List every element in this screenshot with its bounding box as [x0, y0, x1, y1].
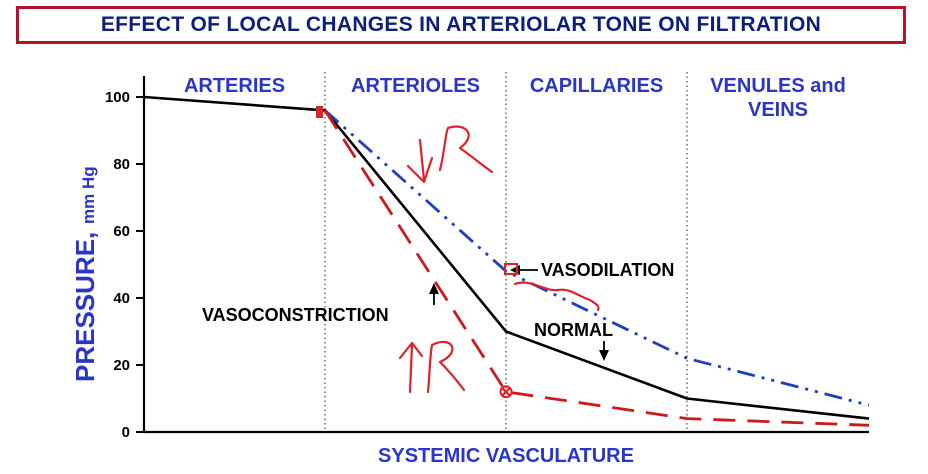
region-label-line: VENULES and	[710, 75, 846, 97]
region-dividers	[324, 72, 688, 432]
y-tick-label: 60	[113, 223, 130, 240]
y-tick-label: 0	[122, 424, 130, 441]
hand-note-increase-r-letter	[426, 340, 466, 394]
series-line-vasoconstriction	[323, 109, 870, 427]
region-label-3: CAPILLARIES	[530, 75, 663, 97]
hand-note-decrease-r-arrow	[406, 138, 434, 184]
y-axis-title: PRESSURE,	[70, 232, 100, 382]
y-tick-label: 100	[105, 89, 130, 106]
hand-note-decrease-r-letter	[438, 125, 494, 174]
handwriting-layer	[316, 106, 600, 399]
y-axis-title-group: PRESSURE, mm Hg	[70, 166, 100, 382]
y-tick-label: 80	[113, 156, 130, 173]
annotation-normal: NORMAL	[534, 320, 613, 340]
y-axis-unit: mm Hg	[79, 166, 98, 224]
annotation-vasodilation: VASODILATION	[541, 260, 674, 280]
x-axis-title: SYSTEMIC VASCULATURE	[378, 445, 634, 467]
y-tick-label: 40	[113, 290, 130, 307]
region-label-2: ARTERIOLES	[351, 75, 480, 97]
annotation-vasoconstriction: VASOCONSTRICTION	[202, 305, 389, 325]
series-line-vasodilation	[324, 109, 870, 407]
vasodilation-scribble	[513, 281, 600, 312]
vasodilation-point-box	[504, 263, 518, 275]
hand-note-increase-r-arrow	[398, 341, 424, 394]
chart-title: EFFECT OF LOCAL CHANGES IN ARTERIOLAR TO…	[100, 13, 822, 36]
axes: 0 20 40 60 80 100	[105, 76, 869, 441]
start-marker	[316, 106, 323, 118]
region-label-4: VENULES and VEINS	[710, 75, 846, 121]
annotation-arrowhead-normal	[599, 350, 609, 361]
vasoconstriction-point-cross	[501, 387, 511, 396]
region-label-line: VEINS	[748, 99, 808, 121]
annotation-arrowhead-vasoconstriction	[429, 283, 439, 294]
region-label-1: ARTERIES	[184, 75, 285, 97]
title-box: EFFECT OF LOCAL CHANGES IN ARTERIOLAR TO…	[16, 6, 906, 44]
annotations-layer: VASODILATION VASOCONSTRICTION NORMAL	[202, 260, 674, 361]
vasoconstriction-point-marker	[499, 385, 513, 399]
region-labels: ARTERIES ARTERIOLES CAPILLARIES VENULES and…	[184, 75, 846, 121]
y-tick-label: 20	[113, 357, 130, 374]
